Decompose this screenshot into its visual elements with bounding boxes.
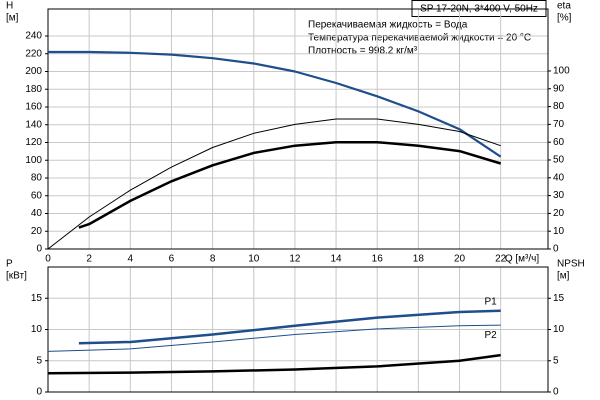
x-tick-label: 2 xyxy=(86,254,92,265)
y-tick-label: 100 xyxy=(25,155,42,166)
curve xyxy=(47,324,501,352)
y2-tick-label: 10 xyxy=(553,324,565,335)
x-axis-label: Q [м³/ч] xyxy=(505,254,540,265)
x-tick-label: 22 xyxy=(495,254,507,265)
y-axis-label: [м] xyxy=(6,13,19,24)
y2-axis-label: NPSH xyxy=(557,259,585,270)
plot-frame xyxy=(47,8,549,250)
y2-tick-label: 50 xyxy=(553,155,565,166)
y-axis-label: [кВт] xyxy=(6,271,27,282)
annotation: Температура перекачиваемой жидкости = 20… xyxy=(308,33,531,44)
curve xyxy=(78,140,502,229)
curve xyxy=(78,309,501,345)
y-tick-label: 160 xyxy=(25,102,42,113)
curve xyxy=(47,118,501,250)
x-tick-label: 0 xyxy=(45,254,51,265)
annotation: Плотность = 998.2 кг/м³ xyxy=(308,46,418,57)
y2-tick-label: 40 xyxy=(553,172,565,183)
curve xyxy=(48,50,502,158)
y2-tick-label: 0 xyxy=(553,244,559,255)
y2-axis-label: [%] xyxy=(557,13,572,24)
annotation: Перекачиваемая жидкость = Вода xyxy=(308,20,468,31)
y2-tick-label: 70 xyxy=(553,119,565,130)
curve xyxy=(47,353,501,375)
series-label: P1 xyxy=(484,296,497,307)
series-label: P2 xyxy=(484,330,497,341)
y2-tick-label: 10 xyxy=(553,226,565,237)
y-tick-label: 200 xyxy=(25,66,42,77)
x-tick-label: 16 xyxy=(372,254,384,265)
x-tick-label: 20 xyxy=(454,254,466,265)
y2-tick-label: 30 xyxy=(553,190,565,201)
y-tick-label: 20 xyxy=(31,226,43,237)
y2-axis-label: eta xyxy=(557,1,571,12)
x-tick-label: 6 xyxy=(169,254,175,265)
y-axis-label: P xyxy=(6,259,13,270)
y-tick-label: 0 xyxy=(36,387,42,398)
y-tick-label: 40 xyxy=(31,208,43,219)
y-tick-label: 80 xyxy=(31,173,43,184)
x-tick-label: 12 xyxy=(289,254,301,265)
x-tick-label: 8 xyxy=(210,254,216,265)
y-tick-label: 60 xyxy=(31,190,43,201)
y-tick-label: 140 xyxy=(25,119,42,130)
y2-tick-label: 5 xyxy=(553,355,559,366)
y-tick-label: 240 xyxy=(25,31,42,42)
y-tick-label: 180 xyxy=(25,84,42,95)
y-tick-label: 220 xyxy=(25,48,42,59)
x-tick-label: 4 xyxy=(128,254,134,265)
plot-frame xyxy=(47,266,549,393)
y2-tick-label: 90 xyxy=(553,83,565,94)
y2-tick-label: 15 xyxy=(553,293,565,304)
y2-tick-label: 60 xyxy=(553,137,565,148)
x-tick-label: 18 xyxy=(413,254,425,265)
y-axis-label: H xyxy=(6,1,13,12)
y2-tick-label: 0 xyxy=(553,387,559,398)
y2-tick-label: 80 xyxy=(553,101,565,112)
y-tick-label: 15 xyxy=(31,293,43,304)
y2-tick-label: 20 xyxy=(553,208,565,219)
y-tick-label: 10 xyxy=(31,324,43,335)
y2-axis-label: [м] xyxy=(557,271,570,282)
x-tick-label: 14 xyxy=(331,254,343,265)
y-tick-label: 0 xyxy=(36,244,42,255)
y-tick-label: 5 xyxy=(36,355,42,366)
y2-tick-label: 100 xyxy=(553,66,570,77)
x-tick-label: 10 xyxy=(248,254,260,265)
y-tick-label: 120 xyxy=(25,137,42,148)
